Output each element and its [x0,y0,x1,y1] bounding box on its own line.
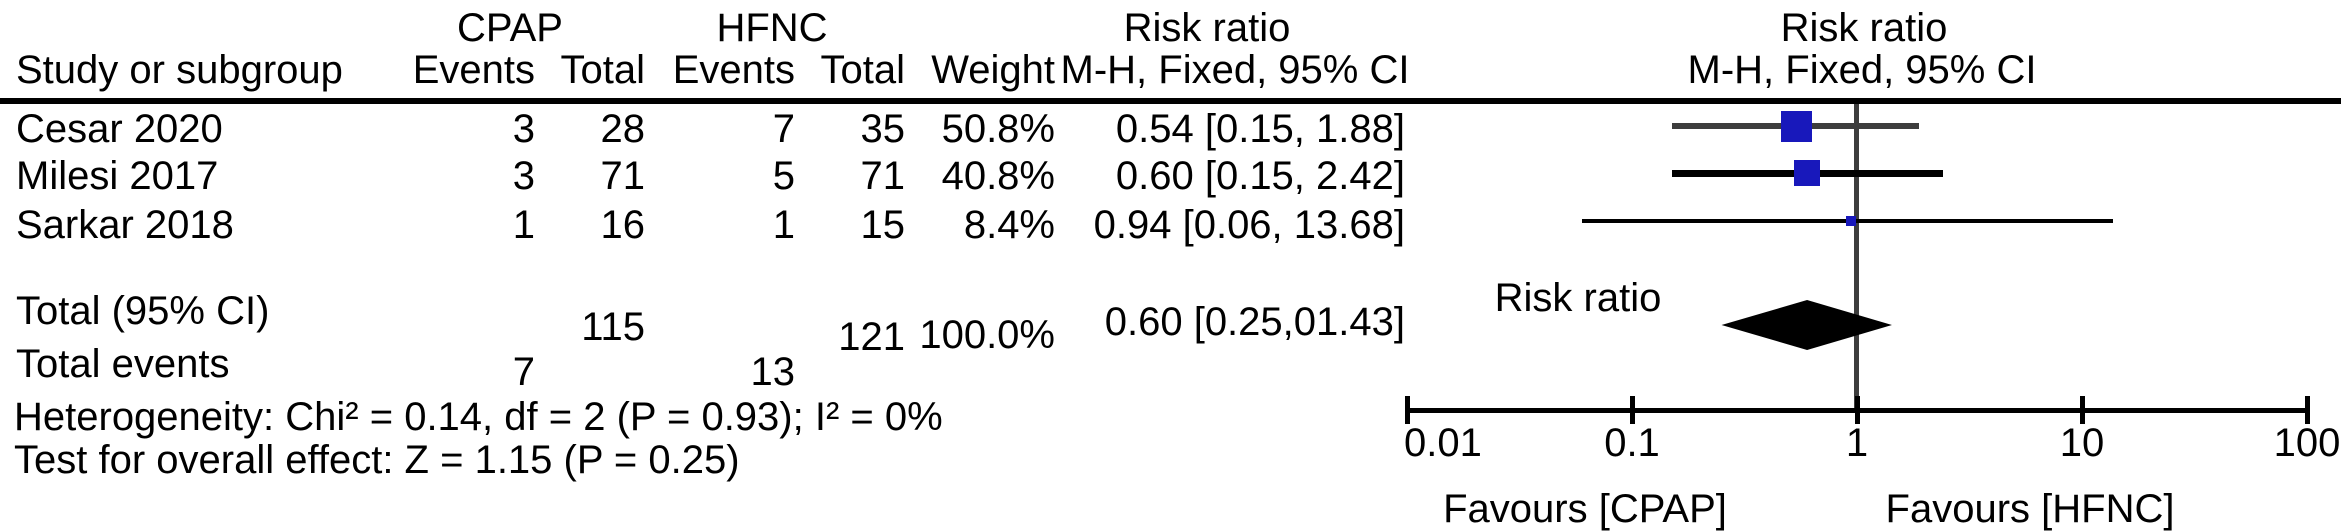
col-header-mh-fixed: M-H, Fixed, 95% CI [1060,48,1410,92]
cell-rr_ci: 0.60 [0.15, 2.42] [1115,154,1405,198]
cell-hfnc_events: 7 [772,107,795,151]
total-row-rr-ci: 0.60 [0.25,01.43] [1104,300,1405,344]
col-header-hfnc-events: Events [672,48,795,92]
total-events-label: Total events [16,342,230,386]
col-header-group-cpap: CPAP [457,6,563,50]
pooled-effect-diamond [1721,300,1892,350]
study-name: Milesi 2017 [16,154,219,198]
weight-square [1781,110,1813,142]
axis-tick [2079,396,2085,424]
cell-rr_ci: 0.54 [0.15, 1.88] [1115,107,1405,151]
axis-tick-label: 1 [1845,421,1869,465]
total-row-weight: 100.0% [919,313,1055,357]
footnote-overall-effect: Test for overall effect: Z = 1.15 (P = 0… [14,438,740,482]
footnote-heterogeneity: Heterogeneity: Chi² = 0.14, df = 2 (P = … [14,395,943,439]
cell-hfnc_events: 1 [772,203,795,247]
total-row-cpap-total: 115 [581,305,645,349]
cell-cpap_total: 71 [600,154,646,198]
axis-tick [2304,396,2310,424]
col-header-risk-ratio-text: Risk ratio [1123,6,1291,50]
plot-header-mh-fixed: M-H, Fixed, 95% CI [1687,48,2037,92]
cell-hfnc_total: 71 [860,154,906,198]
cell-cpap_events: 3 [512,107,535,151]
cell-weight: 8.4% [963,203,1055,247]
plot-header-risk-ratio: Risk ratio [1780,6,1948,50]
cell-cpap_events: 3 [512,154,535,198]
col-header-hfnc-total: Total [820,48,906,92]
total-row-hfnc-total: 121 [838,315,905,359]
header-separator-rule [0,98,2341,104]
col-header-study: Study or subgroup [16,48,343,92]
axis-tick-label: 100 [2273,421,2341,465]
col-header-cpap-events: Events [412,48,535,92]
total-events-hfnc: 13 [750,350,796,394]
cell-weight: 50.8% [941,107,1055,151]
col-header-group-hfnc: HFNC [716,6,828,50]
study-name: Cesar 2020 [16,107,223,151]
axis-tick-label: 10 [2059,421,2105,465]
axis-tick [1404,396,1410,424]
cell-cpap_total: 16 [600,203,646,247]
weight-square [1794,160,1821,186]
total-events-cpap: 7 [512,350,535,394]
axis-tick [1629,396,1635,424]
null-effect-line [1854,104,1859,413]
cell-hfnc_total: 15 [860,203,906,247]
cell-rr_ci: 0.94 [0.06, 13.68] [1093,203,1405,247]
axis-tick-label: 0.1 [1604,421,1660,465]
weight-square [1845,216,1856,226]
col-header-cpap-total: Total [560,48,646,92]
cell-hfnc_total: 35 [860,107,906,151]
cell-hfnc_events: 5 [772,154,795,198]
axis-tick [1854,396,1860,424]
axis-tick-label: 0.01 [1404,421,1482,465]
favours-left-label: Favours [CPAP] [1443,487,1727,531]
cell-weight: 40.8% [941,154,1055,198]
study-name: Sarkar 2018 [16,203,234,247]
cell-cpap_events: 1 [512,203,535,247]
col-header-weight: Weight [931,48,1055,92]
cell-cpap_total: 28 [600,107,646,151]
favours-right-label: Favours [HFNC] [1885,487,2175,531]
total-row-label: Total (95% CI) [16,289,270,333]
diamond-label: Risk ratio [1494,276,1662,320]
